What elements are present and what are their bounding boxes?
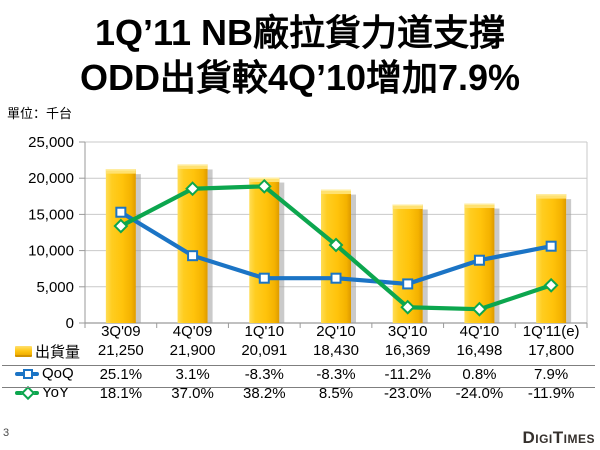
value-出貨量-3Q'10: 16,369 (384, 342, 431, 359)
qoq-marker (473, 254, 485, 266)
value-出貨量-4Q'10: 16,498 (456, 342, 503, 359)
page-title-line1: 1Q’11 NB廠拉貨力道支撐 (94, 12, 506, 53)
axis-unit-label: 單位：千台 (7, 106, 73, 121)
value-QoQ-4Q'09: 3.1% (175, 366, 210, 383)
y-tick-label: 0 (66, 315, 74, 332)
x-category-label: 4Q'10 (459, 323, 500, 340)
qoq-marker (545, 240, 557, 252)
bar-shadow (494, 208, 500, 323)
x-category-label: 2Q'10 (316, 323, 356, 340)
bar-shadow (135, 174, 141, 323)
table-row-separator (2, 365, 595, 366)
bar-bevel (464, 203, 495, 209)
bar-bevel-highlight (249, 177, 280, 179)
value-YoY-1Q'11(e): -11.9% (527, 385, 575, 402)
x-category-label: 4Q'09 (172, 323, 213, 340)
y-tick-label: 25,000 (28, 134, 74, 151)
page-title-line2: ODD出貨較4Q’10增加7.9% (79, 57, 521, 98)
legend-label: 出貨量 (35, 344, 81, 361)
bar-shadow (422, 209, 428, 323)
value-QoQ-2Q'10: -8.3% (316, 366, 356, 383)
bar-bevel-highlight (321, 189, 351, 191)
bar-bevel (321, 189, 351, 195)
value-QoQ-4Q'10: 0.8% (462, 366, 497, 383)
legend-row-出貨量: 出貨量 (15, 341, 80, 362)
value-YoY-4Q'10: -24.0% (455, 385, 504, 402)
value-YoY-2Q'10: 8.5% (318, 385, 354, 402)
legend-qoq-line-icon (15, 368, 39, 380)
bar-shadow (207, 169, 213, 323)
value-QoQ-3Q'10: -11.2% (384, 366, 431, 383)
value-出貨量-1Q'11(e): 17,800 (528, 342, 575, 359)
x-category-label: 1Q'11(e) (522, 323, 580, 340)
value-YoY-1Q'10: 38.2% (243, 385, 286, 402)
qoq-marker (330, 272, 342, 284)
x-category-label: 3Q'10 (387, 323, 428, 340)
value-出貨量-1Q'10: 20,091 (241, 342, 288, 359)
bar-bevel (177, 164, 208, 169)
yoy-marker (543, 277, 559, 293)
value-QoQ-1Q'11(e): 7.9% (534, 366, 569, 383)
digitimes-logo: DigiTimes (522, 428, 595, 447)
legend-yoy-line-icon (15, 385, 39, 401)
y-tick-label: 5,000 (36, 279, 74, 296)
y-tick-label: 20,000 (28, 170, 74, 187)
bar-bevel-highlight (105, 169, 136, 171)
legend-row-YoY: YoY (15, 384, 69, 401)
value-出貨量-3Q'09: 21,250 (97, 342, 144, 359)
x-category-label: 3Q'09 (101, 323, 141, 340)
value-QoQ-3Q'09: 25.1% (99, 366, 143, 383)
bar-shadow (566, 199, 572, 323)
value-YoY-4Q'09: 37.0% (171, 385, 214, 402)
bar-bevel (105, 169, 136, 174)
y-tick-label: 15,000 (28, 206, 74, 223)
legend-label: YoY (42, 384, 69, 401)
combo-chart: 25,000 20,000 15,000 10,000 5,000 0 (28, 134, 588, 332)
bar-3Q'09 (105, 169, 136, 323)
qoq-marker (402, 278, 414, 290)
value-QoQ-1Q'10: -8.3% (244, 366, 284, 383)
bar-bevel-highlight (464, 203, 495, 205)
x-category-label: 1Q'10 (244, 323, 285, 340)
value-YoY-3Q'10: -23.0% (383, 385, 432, 402)
qoq-marker (115, 206, 127, 218)
y-tick-label: 10,000 (28, 243, 74, 260)
table-row-separator (2, 386, 595, 388)
bar-bevel (536, 194, 567, 199)
page-number: 3 (3, 427, 10, 439)
bar-shadow (279, 182, 285, 323)
bar-bevel (392, 204, 423, 209)
yoy-marker (256, 178, 272, 194)
page-title: 1Q’11 NB廠拉貨力道支撐 ODD出貨較4Q’10增加7.9% (0, 10, 600, 100)
yoy-marker (185, 181, 200, 197)
legend-row-QoQ: QoQ (15, 365, 74, 382)
yoy-marker (400, 299, 416, 315)
value-出貨量-2Q'10: 18,430 (313, 342, 359, 359)
bar-bevel-highlight (392, 204, 423, 206)
value-出貨量-4Q'09: 21,900 (169, 342, 216, 359)
yoy-marker (472, 301, 487, 317)
bar-bevel-highlight (177, 164, 208, 166)
yoy-marker (113, 218, 129, 234)
yoy-marker (328, 237, 344, 253)
qoq-marker (187, 250, 199, 262)
bar-1Q'10 (249, 177, 280, 323)
bar-1Q'11(e) (536, 194, 567, 323)
legend-label: QoQ (42, 365, 74, 382)
legend-bar-swatch (15, 346, 32, 357)
qoq-marker (258, 272, 270, 284)
value-YoY-3Q'09: 18.1% (99, 385, 143, 402)
bar-bevel-highlight (536, 194, 567, 196)
